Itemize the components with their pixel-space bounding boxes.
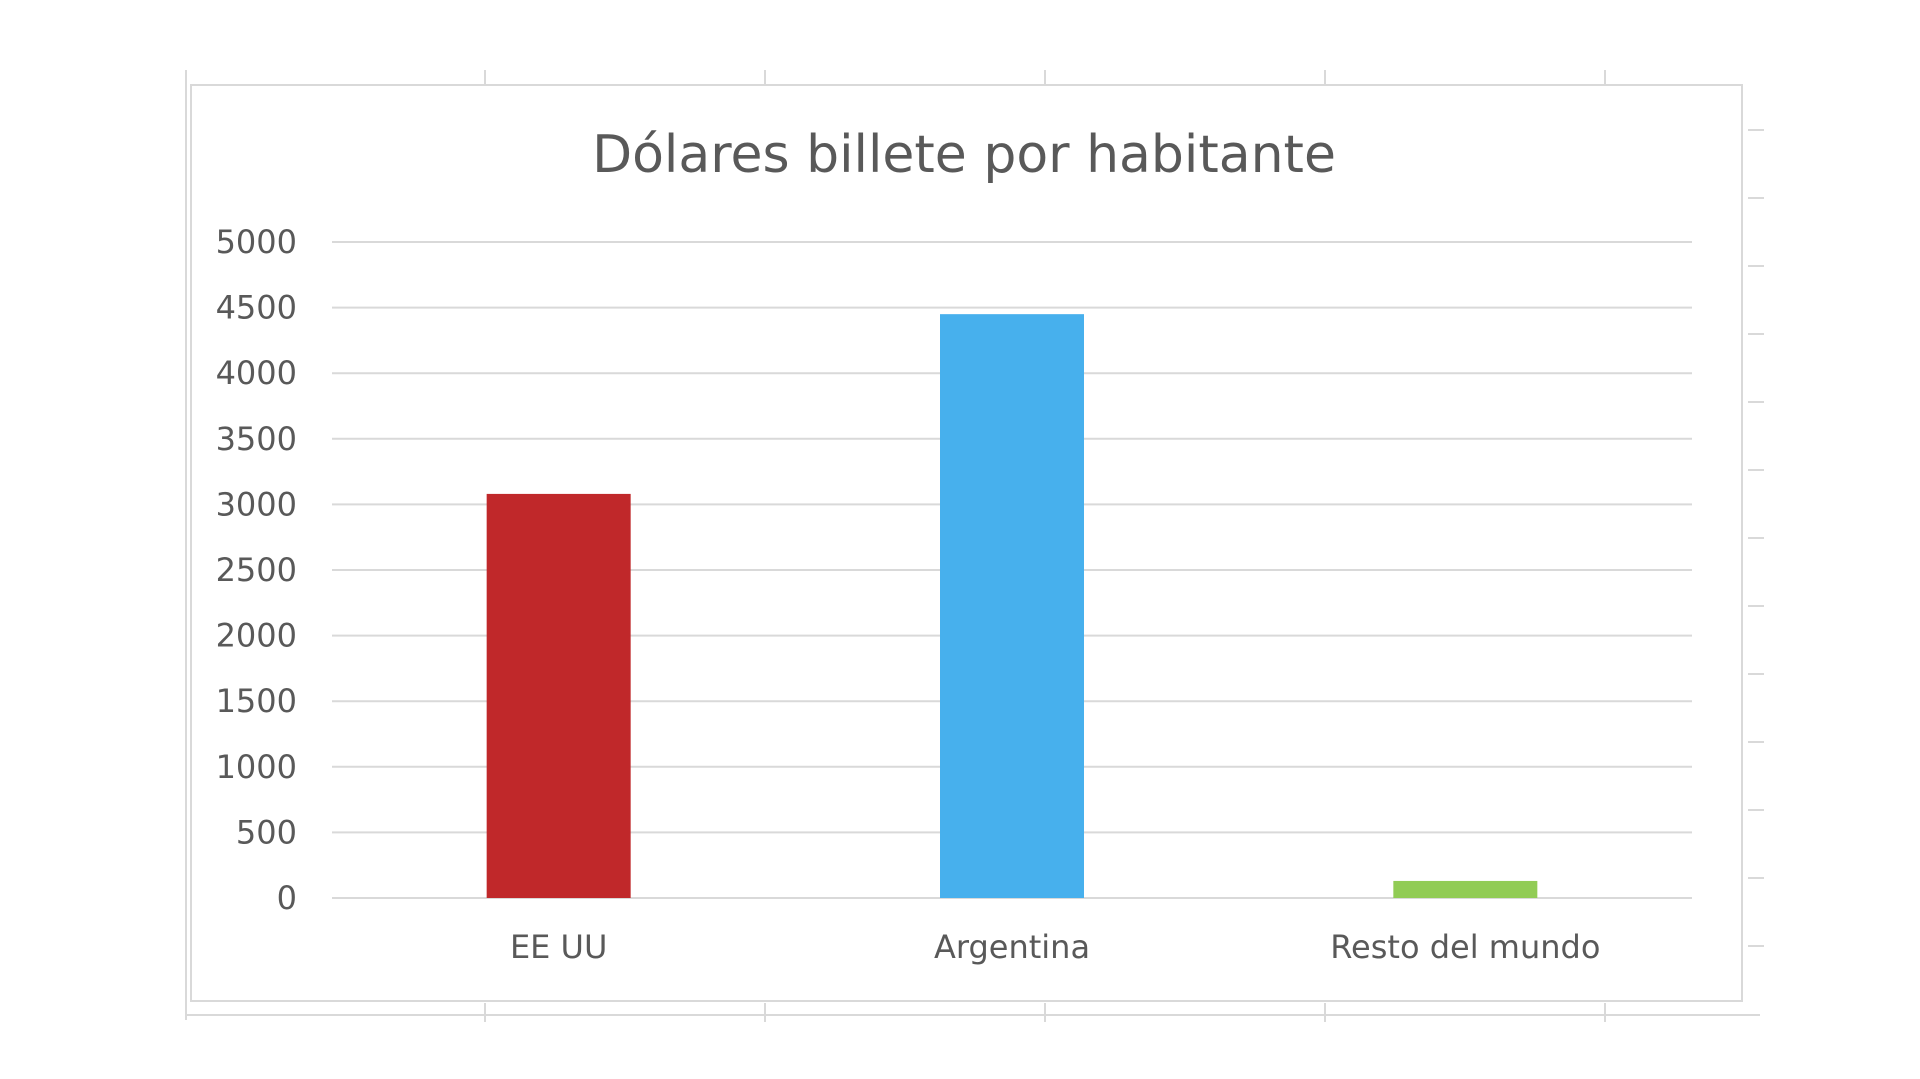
x-category-label: Argentina [934,928,1090,966]
x-category-label: EE UU [510,928,607,966]
x-axis-category-labels: EE UU Argentina Resto del mundo [510,928,1600,966]
bars [486,314,1538,898]
y-axis-tick-labels: 0 500 1000 1500 2000 2500 3000 3500 4000 4500 5000 [216,223,297,917]
y-tick-label: 3000 [216,485,297,523]
y-tick-label: 4000 [216,354,297,392]
y-tick-label: 3500 [216,420,297,458]
x-category-label: Resto del mundo [1330,928,1600,966]
y-tick-label: 4500 [216,289,297,327]
y-tick-label: 1000 [216,748,297,786]
bar-ee-uu [486,493,631,898]
chart-title: Dólares billete por habitante [592,125,1336,185]
y-tick-label: 2000 [216,617,297,655]
y-tick-label: 2500 [216,551,297,589]
bar-resto-del-mundo [1393,880,1538,898]
y-tick-label: 5000 [216,223,297,261]
y-tick-label: 0 [277,879,297,917]
y-tick-label: 1500 [216,682,297,720]
spreadsheet-grid [185,70,1764,1022]
y-tick-label: 500 [236,813,297,851]
bar-argentina [940,314,1084,898]
